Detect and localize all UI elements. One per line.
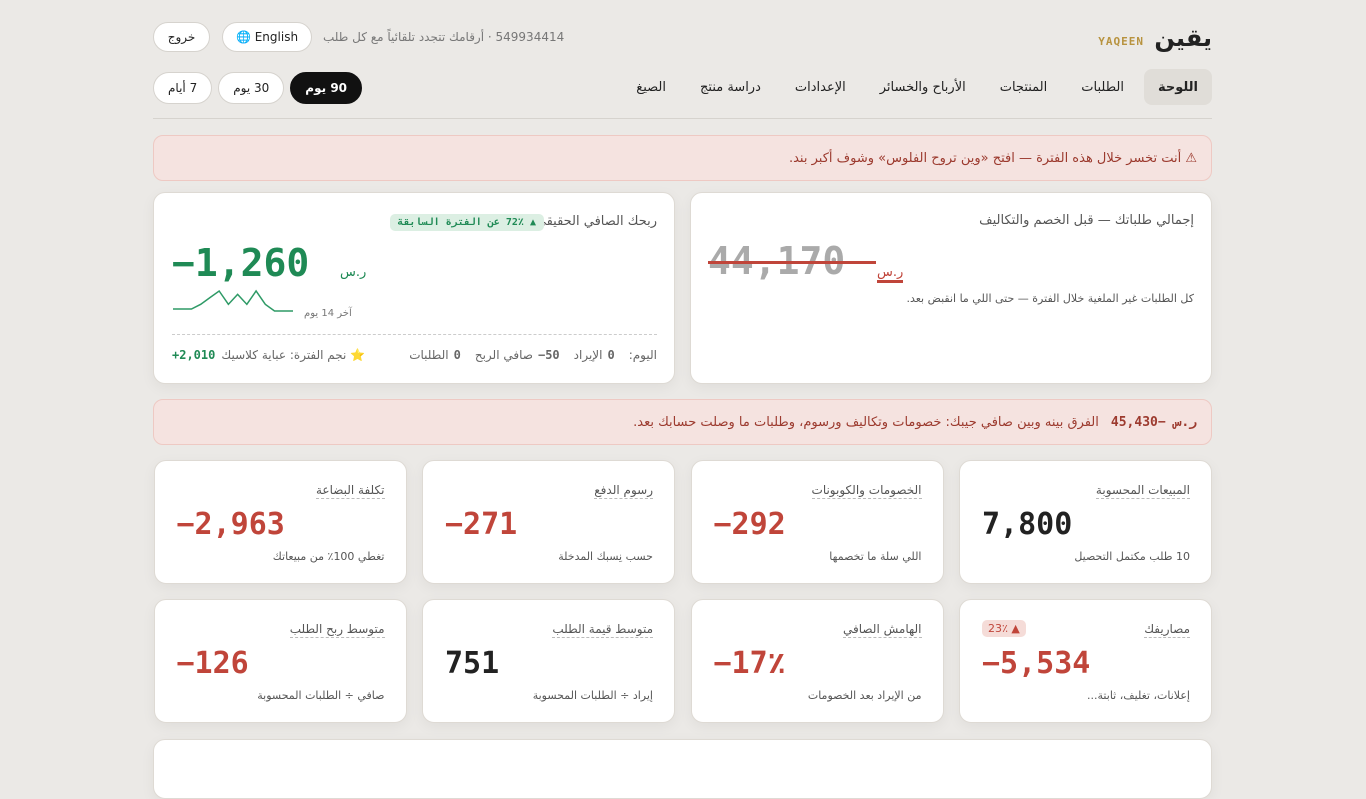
- footer-item: 50− صافي الربح: [475, 348, 560, 362]
- footer-value: 50−: [537, 348, 560, 362]
- periods: 7 أيام 30 يوم 90 يوم: [153, 72, 363, 104]
- metric-value: 7,800: [982, 507, 1073, 542]
- card-title: إجمالي طلباتك — قبل الخصم والتكاليف: [979, 213, 1194, 228]
- footer-item: 0 الطلبات: [409, 348, 461, 362]
- net-value: −1,260: [172, 241, 310, 285]
- nav-item[interactable]: المنتجات: [999, 79, 1048, 95]
- metric-card: الهامش الصافي −17٪ من الإيراد بعد الخصومات: [690, 599, 944, 723]
- metric-note: من الإيراد بعد الخصومات: [807, 689, 922, 702]
- diff-banner: ر.س −45,430 الفرق بينه وبين صافي جيبك: خ…: [153, 399, 1212, 445]
- metric-title: مصاريفك: [1144, 622, 1190, 638]
- footer-label: صافي الربح: [474, 348, 533, 362]
- currency: ر.س: [340, 265, 367, 280]
- metric-card: مصاريفك ▲ 23٪ −5,534 إعلانات، تغليف، ثابتة.…: [959, 599, 1212, 723]
- page: يقين YAQEEN 549934414 · أرقامك تتجدد تلق…: [153, 0, 1212, 799]
- brand-latin: YAQEEN: [1098, 35, 1144, 48]
- separator: [172, 334, 657, 335]
- diff-value: ر.س −45,430: [1110, 414, 1197, 430]
- metric-title: الهامش الصافي: [842, 622, 922, 638]
- gross-card: إجمالي طلباتك — قبل الخصم والتكاليف 44,1…: [690, 192, 1212, 384]
- star-label: ⭐ نجم الفترة: عباية كلاسيك: [221, 348, 366, 362]
- sparkline: [173, 289, 293, 312]
- metric-title: تكلفة البضاعة: [315, 483, 385, 499]
- metric-value: −292: [713, 507, 786, 542]
- language-button[interactable]: English 🌐: [222, 22, 312, 52]
- footer-star: ⭐ نجم الفترة: عباية كلاسيك +2,010: [172, 348, 365, 362]
- metric-note: تغطي 100٪ من مبيعاتك: [272, 550, 385, 563]
- metric-title: متوسط قيمة الطلب: [552, 622, 653, 638]
- metric-card: رسوم الدفع −271 حسب نِسبك المدخلة: [422, 460, 675, 584]
- alert: ⚠ أنت تخسر خلال هذه الفترة — افتح «وين ت…: [153, 135, 1212, 181]
- card-title: ربحك الصافي الحقيقي: [535, 214, 657, 229]
- metric-note: إيراد ÷ الطلبات المحسوبة: [532, 689, 653, 702]
- metric-value: −17٪: [713, 646, 786, 681]
- dashboard: يقين YAQEEN 549934414 · أرقامك تتجدد تلق…: [153, 0, 1212, 799]
- card-note: كل الطلبات غير الملغية خلال الفترة — حتى…: [906, 292, 1194, 305]
- nav-item[interactable]: الصيغ: [636, 79, 666, 95]
- metric-card: تكلفة البضاعة −2,963 تغطي 100٪ من مبيعاتك: [153, 460, 407, 584]
- metric-value: 751: [445, 646, 500, 681]
- nav-item[interactable]: اللوحة: [1143, 69, 1212, 105]
- metric-title: الخصومات والكوبونات: [811, 483, 922, 499]
- nav-item[interactable]: الإعدادات: [794, 79, 846, 95]
- metric-value: −5,534: [982, 646, 1091, 681]
- metric-title: رسوم الدفع: [594, 483, 653, 499]
- divider: [153, 118, 1212, 119]
- metric-value: −2,963: [176, 507, 285, 542]
- metric-note: اللي سلة ما تخصمها: [829, 550, 922, 563]
- metric-card: الخصومات والكوبونات −292 اللي سلة ما تخصمه…: [690, 460, 944, 584]
- strike: [708, 261, 876, 264]
- badge: ▲ 72٪ عن الفترة السابقة: [389, 214, 544, 231]
- bottom-card: [153, 739, 1212, 799]
- metric-title: المبيعات المحسوبة: [1095, 483, 1190, 499]
- metric-value: −271: [445, 507, 518, 542]
- footer-value: 0: [453, 348, 461, 362]
- net-card: ربحك الصافي الحقيقي ▲ 72٪ عن الفترة السا…: [153, 192, 675, 384]
- footer-prefix: اليوم:: [628, 348, 657, 362]
- footer-item: 0 الإيراد: [574, 348, 615, 362]
- metric-badge: ▲ 23٪: [982, 620, 1026, 637]
- currency: ر.س: [877, 265, 904, 283]
- footer-value: 0: [607, 348, 615, 362]
- nav-item[interactable]: دراسة منتج: [700, 79, 761, 95]
- sparkline-line: [173, 289, 293, 312]
- nav-item[interactable]: الطلبات: [1081, 79, 1124, 95]
- metric-card: المبيعات المحسوبة 7,800 10 طلب مكتمل التحص…: [959, 460, 1212, 584]
- period-button[interactable]: 30 يوم: [218, 72, 285, 104]
- metric-note: 10 طلب مكتمل التحصيل: [1074, 550, 1190, 563]
- metric-title: متوسط ربح الطلب: [289, 622, 385, 638]
- metric-note: حسب نِسبك المدخلة: [558, 550, 653, 563]
- metric-card: متوسط قيمة الطلب 751 إيراد ÷ الطلبات المحس…: [422, 599, 675, 723]
- sparkline-label: آخر 14 يوم: [304, 308, 352, 319]
- subtitle: 549934414 · أرقامك تتجدد تلقائياً مع كل …: [323, 30, 565, 44]
- star-value: +2,010: [172, 348, 216, 362]
- card-footer: اليوم: 0 الإيراد 50− صافي الربح 0 الطلبات ⭐ نجم…: [172, 348, 657, 362]
- metric-note: إعلانات، تغليف، ثابتة...: [1087, 689, 1190, 702]
- diff-text: الفرق بينه وبين صافي جيبك: خصومات وتكالي…: [633, 414, 1099, 430]
- metric-card: متوسط ربح الطلب −126 صافي ÷ الطلبات المحسو…: [153, 599, 407, 723]
- period-button[interactable]: 7 أيام: [153, 72, 213, 104]
- logout-button[interactable]: خروج: [153, 22, 210, 52]
- period-button[interactable]: 90 يوم: [290, 72, 363, 104]
- footer-label: الإيراد: [573, 348, 603, 362]
- nav-item[interactable]: الأرباح والخسائر: [879, 79, 966, 95]
- brand: يقين: [1154, 24, 1212, 52]
- nav: اللوحة الطلبات المنتجات الأرباح والخسائر الإ…: [622, 69, 1212, 105]
- metric-note: صافي ÷ الطلبات المحسوبة: [257, 689, 385, 702]
- footer-label: الطلبات: [409, 348, 449, 362]
- metric-value: −126: [176, 646, 249, 681]
